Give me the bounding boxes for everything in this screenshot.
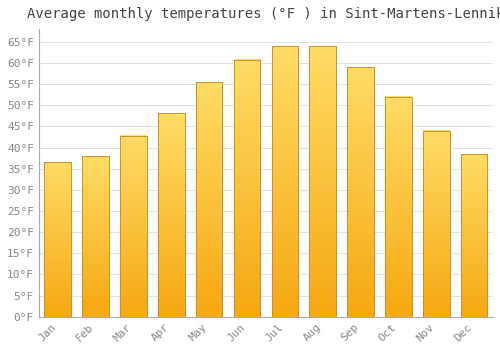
Bar — [272, 47, 298, 317]
Bar — [196, 82, 222, 317]
Bar — [461, 154, 487, 317]
Bar — [82, 156, 109, 317]
Bar — [44, 162, 71, 317]
Bar — [423, 131, 450, 317]
Bar — [158, 113, 184, 317]
Bar — [234, 60, 260, 317]
Bar — [385, 97, 411, 317]
Title: Average monthly temperatures (°F ) in Sint-Martens-Lennik: Average monthly temperatures (°F ) in Si… — [27, 7, 500, 21]
Bar — [120, 136, 146, 317]
Bar — [348, 67, 374, 317]
Bar — [310, 47, 336, 317]
